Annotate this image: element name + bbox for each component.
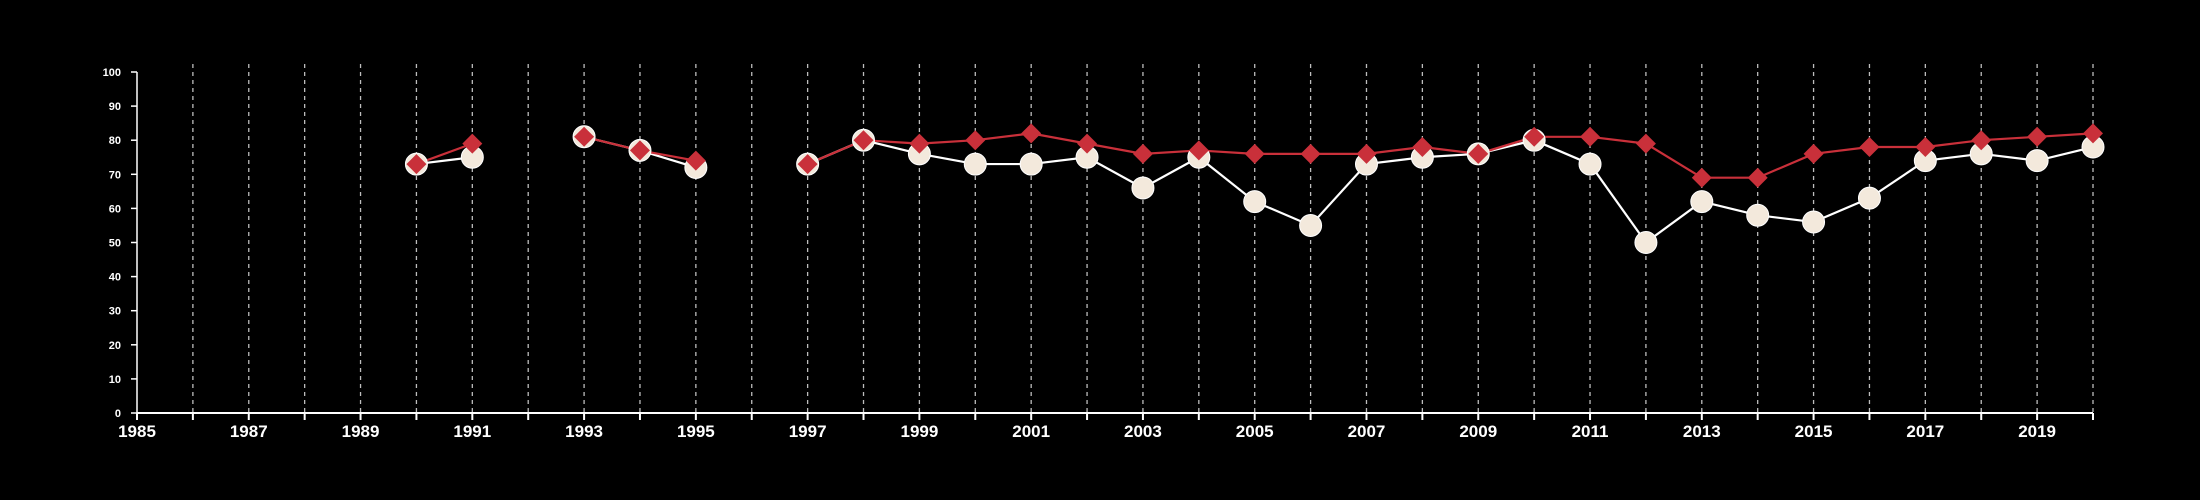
series-2-point bbox=[1691, 167, 1712, 188]
x-tick-label: 2009 bbox=[1459, 422, 1497, 441]
series-2-point bbox=[1580, 126, 1601, 147]
x-tick-label: 2003 bbox=[1124, 422, 1162, 441]
y-tick-label: 50 bbox=[109, 238, 121, 250]
y-tick-label: 30 bbox=[109, 306, 121, 318]
series-2-point bbox=[1803, 143, 1824, 164]
series-2-point bbox=[797, 154, 818, 175]
series-2-point bbox=[406, 154, 427, 175]
x-tick-label: 2001 bbox=[1012, 422, 1050, 441]
x-tick-label: 1993 bbox=[565, 422, 603, 441]
series-2-point bbox=[1971, 130, 1992, 151]
series-2-point bbox=[1635, 133, 1656, 154]
series-2-point bbox=[1244, 143, 1265, 164]
axes: 1985 1987 1989 1991 1993 1995 1997 1999 2001 2003… bbox=[103, 67, 2094, 441]
x-tick-label: 1997 bbox=[789, 422, 827, 441]
series-2-point bbox=[909, 133, 930, 154]
y-tick-label: 60 bbox=[109, 203, 121, 215]
series-1-point bbox=[1578, 152, 1602, 176]
x-tick-label: 2013 bbox=[1683, 422, 1721, 441]
series-markers bbox=[404, 123, 2105, 254]
y-tick-label: 70 bbox=[109, 169, 121, 181]
series-2-point bbox=[1524, 126, 1545, 147]
x-tick-label: 2015 bbox=[1795, 422, 1833, 441]
x-tick-label: 1995 bbox=[677, 422, 715, 441]
series-2-point bbox=[1747, 167, 1768, 188]
series-1-point bbox=[1299, 213, 1323, 237]
series-2-point bbox=[685, 150, 706, 171]
series-1-point bbox=[1690, 190, 1714, 214]
y-tick-label: 100 bbox=[103, 67, 121, 79]
series-1-line bbox=[807, 139, 2094, 245]
series-1-point bbox=[1019, 152, 1043, 176]
series-2-point bbox=[462, 133, 483, 154]
series-1-point bbox=[963, 152, 987, 176]
x-tick-label: 2005 bbox=[1236, 422, 1274, 441]
x-tick-label: 1989 bbox=[342, 422, 380, 441]
y-tick-label: 20 bbox=[109, 340, 121, 352]
series-2-point bbox=[1077, 133, 1098, 154]
series-1-point bbox=[2025, 149, 2049, 173]
series-2-point bbox=[1021, 123, 1042, 144]
series-2-point bbox=[1915, 137, 1936, 158]
series-1-point bbox=[1131, 176, 1155, 200]
series-2-point bbox=[1412, 137, 1433, 158]
series-2-point bbox=[965, 130, 986, 151]
series-2-point bbox=[2027, 126, 2048, 147]
series-1-point bbox=[1243, 190, 1267, 214]
series-2-point bbox=[1356, 143, 1377, 164]
series-2-point bbox=[2083, 123, 2103, 144]
x-tick-label: 2011 bbox=[1572, 422, 1609, 441]
x-tick-label: 2017 bbox=[1906, 422, 1944, 441]
y-tick-label: 40 bbox=[109, 272, 121, 284]
x-tick-label: 1987 bbox=[230, 422, 268, 441]
series-1-point bbox=[1857, 186, 1881, 210]
series-2-point bbox=[574, 126, 595, 147]
series-2-point bbox=[1300, 143, 1321, 164]
x-tick-label: 2007 bbox=[1348, 422, 1386, 441]
series-2-point bbox=[1468, 143, 1489, 164]
x-tick-label: 1991 bbox=[453, 422, 491, 441]
series-2-point bbox=[629, 140, 650, 161]
x-tick-label: 1999 bbox=[900, 422, 938, 441]
series-2-point bbox=[853, 130, 874, 151]
series-1-point bbox=[1802, 210, 1826, 234]
y-tick-label: 0 bbox=[115, 408, 121, 420]
series-1-point bbox=[1746, 203, 1770, 227]
grid-lines bbox=[192, 64, 2094, 413]
series-2-point bbox=[1859, 137, 1880, 158]
x-tick-label: 2019 bbox=[2018, 422, 2056, 441]
y-tick-label: 90 bbox=[109, 101, 121, 113]
y-tick-label: 80 bbox=[109, 135, 121, 147]
series-2-point bbox=[1132, 143, 1153, 164]
series-1-point bbox=[1634, 231, 1658, 254]
series-2-point bbox=[1188, 140, 1209, 161]
y-tick-label: 10 bbox=[109, 374, 121, 386]
x-tick-label: 1985 bbox=[118, 422, 156, 441]
